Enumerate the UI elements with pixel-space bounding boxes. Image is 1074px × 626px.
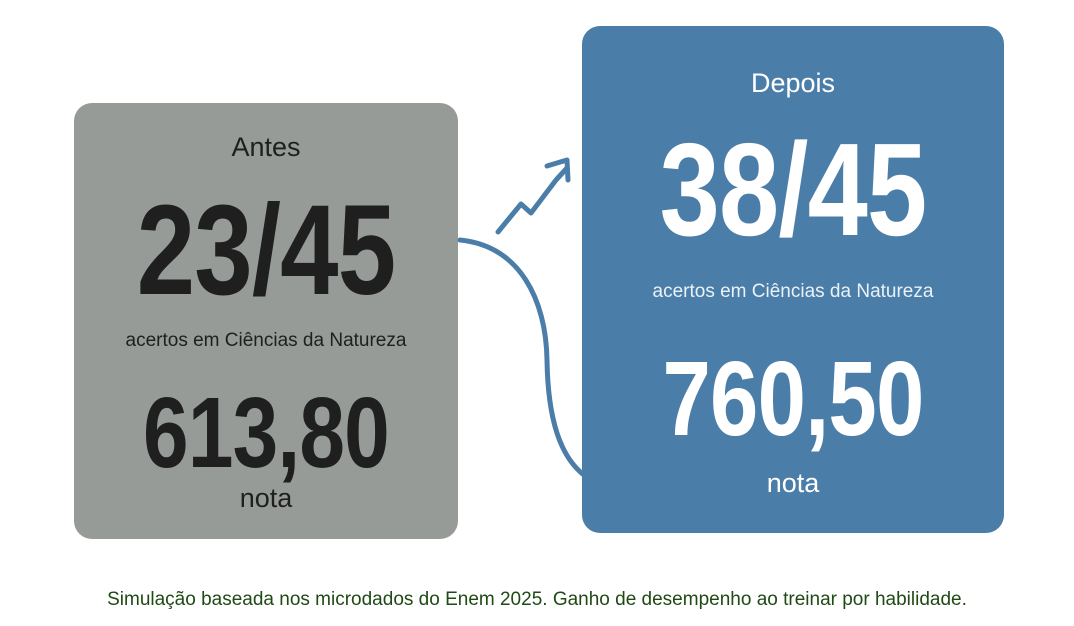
before-label: Antes [231,132,301,162]
after-score: 38/45 [659,116,928,263]
before-grade: 613,80 [143,377,390,489]
after-grade: 760,50 [662,340,925,458]
before-grade-unit: nota [239,483,293,513]
after-card: Depois 38/45 acertos em Ciências da Natu… [582,26,1004,533]
trend-up-arrow-icon [495,157,571,235]
curved-arrow-icon [457,237,620,505]
footnote: Simulação baseada nos microdados do Enem… [107,589,967,610]
after-caption: acertos em Ciências da Natureza [652,281,934,302]
before-caption: acertos em Ciências da Natureza [125,330,407,351]
after-label: Depois [750,68,836,98]
before-card: Antes 23/45 acertos em Ciências da Natur… [74,103,458,539]
before-score: 23/45 [136,179,396,322]
after-grade-unit: nota [766,468,820,498]
